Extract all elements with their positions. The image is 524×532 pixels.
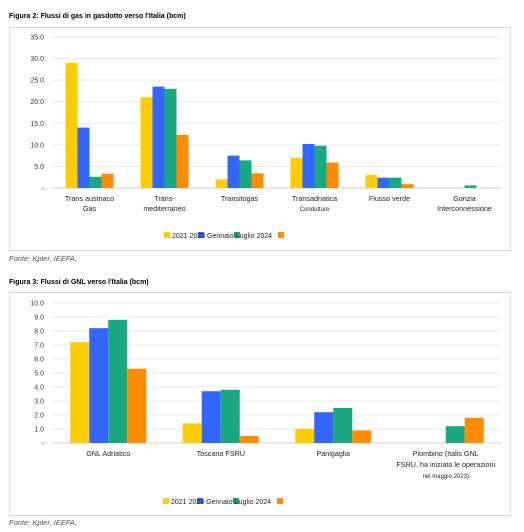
bar (89, 328, 109, 443)
category-label: Gas (83, 204, 97, 213)
figure-3-source: Fonte: Kpler, IEEFA. (9, 518, 77, 527)
bar (464, 185, 477, 188)
bar (445, 426, 465, 443)
bar (152, 86, 165, 188)
legend-swatch (277, 498, 283, 504)
y-tick-label: 4.0 (34, 385, 44, 392)
y-tick-label: 20.0 (30, 99, 44, 106)
y-tick-label: 25.0 (30, 78, 44, 85)
bar (239, 436, 259, 443)
legend-swatch (164, 232, 170, 238)
bar (227, 155, 240, 188)
category-label: Panigaglia (316, 449, 350, 458)
bar (176, 134, 189, 188)
bar (290, 157, 303, 188)
category-label: Flusso verde (369, 194, 410, 203)
bar (77, 127, 90, 188)
bar (401, 184, 414, 188)
y-tick-label: 15.0 (30, 121, 44, 128)
bar (326, 162, 339, 188)
y-tick-label: - (42, 186, 45, 193)
figure-2-chart: - 5.0 10.0 15.0 20.0 25.0 30.0 35.0 Trans austri… (30, 35, 502, 240)
bar (251, 173, 264, 188)
bar (302, 143, 315, 188)
bar (215, 179, 228, 188)
category-label: Transitogas (221, 194, 259, 203)
y-tick-label: 9.0 (34, 315, 44, 322)
figure-3-chart: - 1.0 2.0 3.0 4.0 5.0 6.0 7.0 8.0 9.0 10.0 GNL Adri… (30, 301, 502, 506)
bar (377, 177, 390, 188)
bar (101, 173, 114, 188)
category-label: Piombino (Italis GNL (413, 449, 479, 458)
category-label: FSRU, ha iniziato le operazioni (396, 460, 495, 469)
legend-swatch (233, 498, 239, 504)
legend-swatch (197, 498, 203, 504)
y-tick-label: 35.0 (30, 35, 44, 42)
bar (164, 88, 177, 188)
category-label: Toscana FSRU (197, 449, 245, 458)
legend-text: 2021 2023 Gennaio-Luglio 2024 (171, 499, 271, 506)
figure-2-title: Figura 2: Flussi di gas in gasdotto vers… (9, 13, 186, 20)
bar (89, 176, 102, 188)
y-tick-label: 10.0 (30, 142, 44, 149)
y-tick-label: 5.0 (34, 371, 44, 378)
category-label: Transadriatica (292, 194, 337, 203)
category-label: Gorizia (453, 194, 476, 203)
bar (182, 423, 202, 443)
category-label: GNL Adriatico (86, 449, 130, 458)
category-label: mediterraneo (143, 204, 185, 213)
y-tick-label: 30.0 (30, 56, 44, 63)
figure-3-chart-box: - 1.0 2.0 3.0 4.0 5.0 6.0 7.0 8.0 9.0 10.0 GNL Adri… (9, 292, 511, 516)
bar (65, 62, 78, 189)
y-tick-label: 7.0 (34, 343, 44, 350)
bar (220, 389, 240, 443)
y-tick-label: 2.0 (34, 413, 44, 420)
figure-2-source: Fonte: Kpler, IEEFA. (9, 254, 77, 263)
category-label: nel maggio 2023) (423, 474, 469, 480)
y-tick-label: 5.0 (34, 164, 44, 171)
legend-swatch (163, 498, 169, 504)
figure-3-title: Figura 3: Flussi di GNL verso l'Italia (… (9, 279, 149, 286)
bar (70, 342, 90, 443)
category-label: Trans austriaco (65, 194, 114, 203)
y-tick-label: 8.0 (34, 329, 44, 336)
category-label: Condutture (300, 207, 330, 213)
legend: 2021 2023 Gennaio-Luglio 2024 (163, 498, 283, 506)
legend-swatch (278, 232, 284, 238)
y-tick-label: 10.0 (30, 301, 44, 308)
y-tick-label: 1.0 (34, 427, 44, 434)
bar (239, 160, 252, 188)
bar (201, 391, 221, 443)
bar (127, 368, 147, 443)
bar (314, 145, 327, 188)
bar (352, 430, 372, 443)
legend-text: 2021 2023 Gennaio-Luglio 2024 (172, 233, 272, 240)
bar (333, 408, 353, 443)
legend-swatch (234, 232, 240, 238)
bar (314, 412, 334, 443)
bar (389, 177, 402, 188)
bar (140, 97, 153, 188)
y-tick-label: 3.0 (34, 399, 44, 406)
y-tick-label: - (42, 441, 45, 448)
bar (365, 175, 378, 188)
legend: 2021 2023 Gennaio-Luglio 2024 (164, 232, 284, 240)
y-tick-label: 6.0 (34, 357, 44, 364)
bar (464, 417, 484, 443)
category-label: Trans- (154, 194, 175, 203)
figure-2-chart-box: - 5.0 10.0 15.0 20.0 25.0 30.0 35.0 Trans austri… (9, 27, 511, 251)
category-label: Interconnessione (437, 204, 492, 213)
bar (108, 319, 128, 443)
legend-swatch (198, 232, 204, 238)
bar (295, 429, 315, 443)
